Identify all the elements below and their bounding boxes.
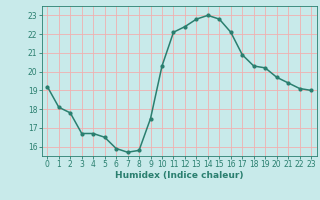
X-axis label: Humidex (Indice chaleur): Humidex (Indice chaleur): [115, 171, 244, 180]
